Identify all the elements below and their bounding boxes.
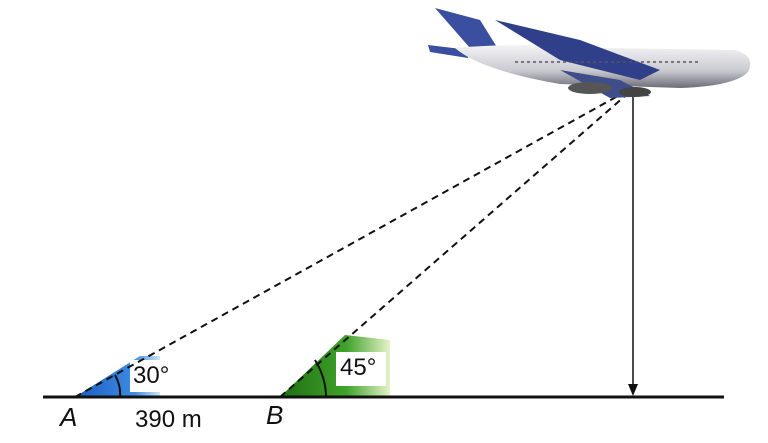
point-a-label: A xyxy=(60,402,78,432)
angle-b-arc xyxy=(314,359,327,398)
sight-line-b xyxy=(279,95,626,398)
arrowhead xyxy=(628,384,638,396)
angle-a-label: 30° xyxy=(133,362,170,389)
sight-line-a xyxy=(74,91,626,398)
airplane-icon xyxy=(428,8,751,98)
angle-a-arc xyxy=(114,374,122,398)
angle-b-label: 45° xyxy=(340,354,377,381)
distance-ab-label: 390 m xyxy=(135,406,202,433)
point-b-label: B xyxy=(266,400,284,430)
